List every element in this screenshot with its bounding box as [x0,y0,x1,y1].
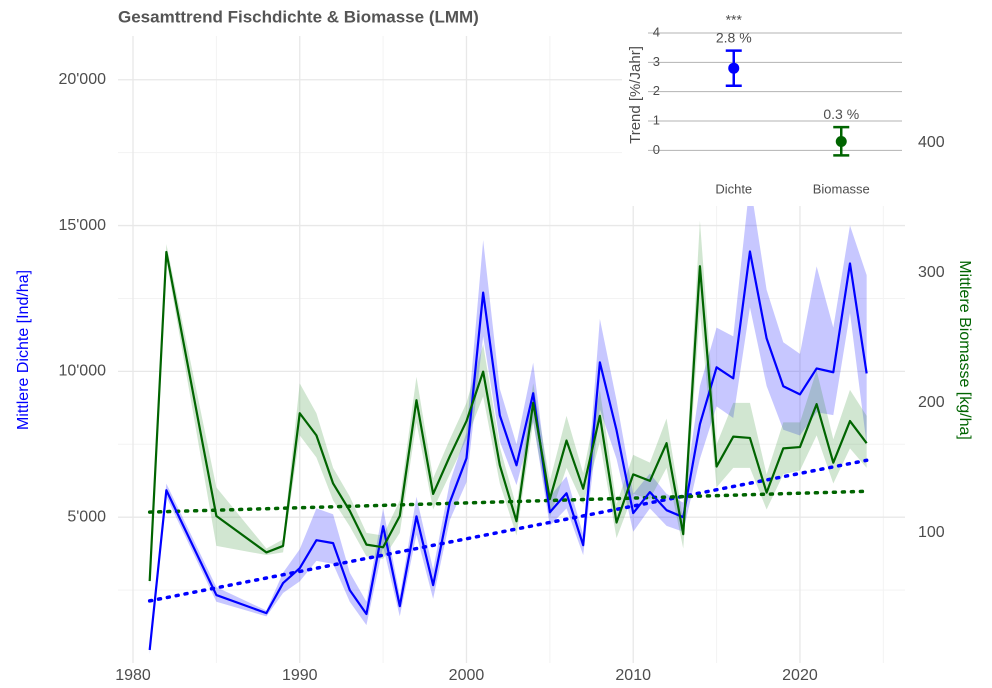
inset-y-tick-label: 3 [653,54,660,69]
inset-y-axis-label: Trend [%/Jahr] [627,46,644,144]
data-line [148,250,868,582]
value-label: 0.3 % [823,106,859,122]
y2-tick-label: 300 [918,264,945,281]
inset-x-tick-label: Biomasse [813,181,870,196]
inset-x-tick-label: Dichte [715,181,752,196]
inset-y-tick-label: 1 [653,112,660,127]
inset-y-tick-label: 2 [653,83,660,98]
inset-background [622,0,912,206]
y2-tick-label: 400 [918,134,945,151]
point [835,136,847,148]
chart-title: Gesamttrend Fischdichte & Biomasse (LMM) [118,7,479,26]
x-tick-label: 2000 [449,667,485,684]
y2-tick-label: 100 [918,524,945,541]
y-tick-label: 5'000 [67,508,106,525]
y2-axis-label: Mittlere Biomasse [kg/ha] [956,260,973,440]
trend-line [147,489,869,514]
value-label: 2.8 % [716,29,752,45]
significance-label: *** [726,11,743,27]
x-tick-label: 2010 [615,667,651,684]
x-tick-label: 1980 [115,667,151,684]
point [728,62,740,74]
y-tick-label: 20'000 [58,71,106,88]
confidence-band [149,181,867,655]
x-tick-label: 1990 [282,667,318,684]
x-tick-label: 2020 [782,667,818,684]
inset-y-tick-label: 0 [653,142,660,157]
y-axis-label: Mittlere Dichte [Ind/ha] [15,270,32,430]
y-tick-label: 15'000 [58,217,106,234]
inset-y-tick-label: 4 [653,24,660,39]
y2-tick-label: 200 [918,394,945,411]
y-tick-label: 10'000 [58,363,106,380]
